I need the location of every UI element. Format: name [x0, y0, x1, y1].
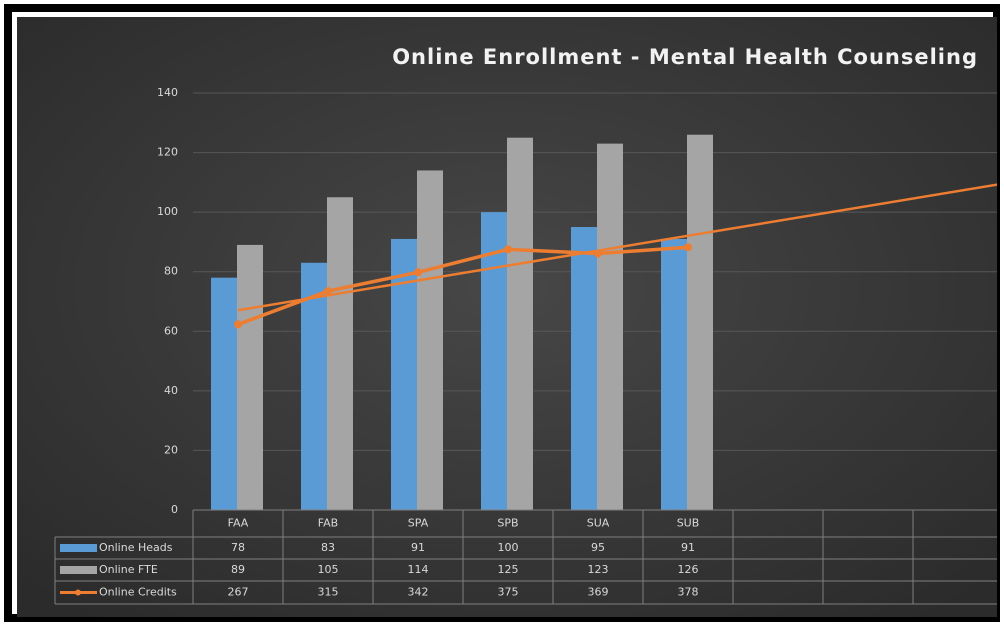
- table-value: 125: [498, 563, 519, 576]
- x-tick-label: FAB: [318, 517, 338, 530]
- trendline: [237, 183, 997, 312]
- bar: [481, 212, 507, 510]
- table-value: 123: [588, 563, 609, 576]
- bar: [301, 262, 327, 510]
- bar: [237, 244, 263, 510]
- legend-key: [60, 566, 97, 574]
- line: [237, 245, 689, 327]
- table-value: 89: [231, 563, 245, 576]
- table-value: 126: [678, 563, 699, 576]
- chart-title: Online Enrollment - Mental Health Counse…: [392, 45, 978, 69]
- x-tick-label: FAA: [228, 517, 249, 530]
- x-tick-label: SUB: [677, 517, 700, 530]
- table-value: 369: [588, 586, 609, 599]
- plot: 0 20 40 60 80 100 120 140 FAA FAB SPA SPB SUA SUB Onli…: [54, 86, 997, 605]
- table-value: 378: [678, 586, 699, 599]
- y-tick-label: 100: [157, 205, 178, 218]
- bar: [597, 143, 623, 510]
- bar: [211, 277, 237, 510]
- y-tick-label: 80: [164, 265, 178, 278]
- table-value: 114: [408, 563, 429, 576]
- y-tick-label: 120: [157, 146, 178, 159]
- table-value: 91: [681, 541, 695, 554]
- bar: [391, 238, 417, 510]
- x-tick-label: SUA: [587, 517, 610, 530]
- line-marker: [324, 287, 332, 296]
- legend-label: Online Credits: [99, 586, 177, 599]
- table-value: 78: [231, 541, 245, 554]
- table-value: 95: [591, 541, 605, 554]
- y-tick-label: 140: [157, 86, 178, 99]
- bar: [507, 137, 533, 510]
- table-value: 375: [498, 586, 519, 599]
- line-marker: [594, 249, 602, 258]
- x-tick-label: SPB: [497, 517, 518, 530]
- y-tick-label: 40: [164, 384, 178, 397]
- line-marker: [414, 268, 422, 277]
- bar: [571, 227, 597, 511]
- legend-key-marker: [75, 589, 81, 596]
- y-tick-label: 0: [171, 503, 178, 516]
- table-value: 83: [321, 541, 335, 554]
- bar: [327, 197, 353, 510]
- table-value: 100: [498, 541, 519, 554]
- y-tick-label: 20: [164, 443, 178, 456]
- bar: [417, 170, 443, 510]
- bar: [687, 134, 713, 510]
- y-tick-label: 60: [164, 324, 178, 337]
- legend-label: Online Heads: [99, 541, 173, 554]
- legend-key: [60, 544, 97, 552]
- table-value: 342: [408, 586, 429, 599]
- legend-label: Online FTE: [99, 563, 158, 576]
- table-value: 267: [228, 586, 249, 599]
- line-marker: [504, 245, 512, 254]
- table-value: 105: [318, 563, 339, 576]
- line-marker: [684, 243, 692, 252]
- table-value: 91: [411, 541, 425, 554]
- line-marker: [234, 320, 242, 329]
- bar: [661, 238, 687, 510]
- table-value: 315: [318, 586, 339, 599]
- x-tick-label: SPA: [408, 517, 429, 530]
